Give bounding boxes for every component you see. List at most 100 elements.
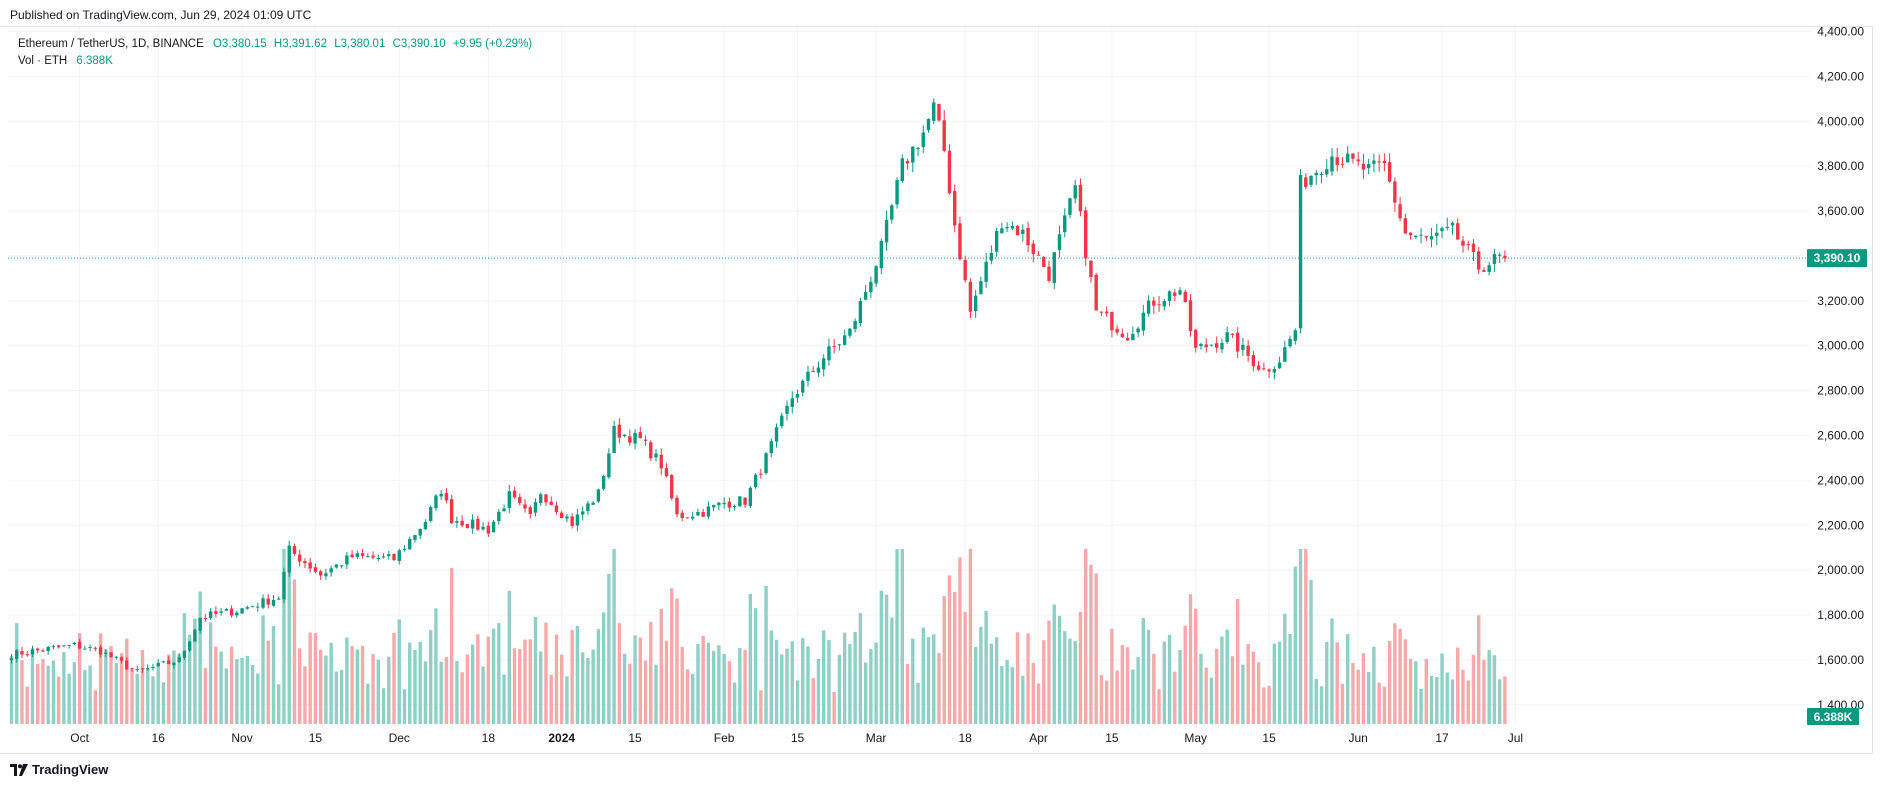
candle-body xyxy=(1178,290,1182,295)
volume-bar xyxy=(1366,671,1371,724)
candle-body xyxy=(759,473,763,475)
candle-body xyxy=(83,648,87,650)
volume-bar xyxy=(497,622,501,724)
legend-open: O3,380.15 xyxy=(212,38,267,50)
volume-bar xyxy=(916,682,920,724)
candle-body xyxy=(366,556,370,558)
volume-bar xyxy=(732,682,737,724)
candle-body xyxy=(926,119,931,131)
candle-body xyxy=(1215,343,1219,348)
candle-body xyxy=(570,516,574,526)
candle-body xyxy=(743,497,747,505)
volume-bar xyxy=(376,659,380,724)
candle-body xyxy=(806,371,810,381)
candle-body xyxy=(764,453,768,474)
last-volume-badge xyxy=(1807,708,1859,725)
volume-bar xyxy=(895,549,899,724)
candle-body xyxy=(77,641,82,649)
volume-bar xyxy=(1146,629,1151,724)
candle-body xyxy=(1314,172,1318,176)
last-price-badge xyxy=(1807,249,1867,268)
time-tick-label: 18 xyxy=(482,731,496,745)
volume-bar xyxy=(140,649,145,724)
candle-body xyxy=(287,545,291,573)
tradingview-logo[interactable]: TradingView xyxy=(10,762,108,777)
volume-bar xyxy=(1010,667,1015,724)
volume-bar xyxy=(753,608,758,724)
volume-bar xyxy=(691,674,695,724)
volume-bar xyxy=(1115,670,1119,724)
volume-bar xyxy=(1015,632,1020,724)
candle-body xyxy=(1115,328,1119,333)
volume-bar xyxy=(313,632,318,724)
candle-body xyxy=(858,301,863,323)
candle-body xyxy=(1052,252,1056,284)
volume-bar xyxy=(1471,654,1476,724)
candle-body xyxy=(329,568,333,573)
candle-body xyxy=(486,525,491,534)
candle-body xyxy=(539,494,543,504)
volume-bar xyxy=(1220,636,1224,724)
candle-body xyxy=(1340,163,1345,165)
candle-body xyxy=(1351,153,1355,159)
candle-body xyxy=(1110,311,1114,331)
volume-bar xyxy=(890,617,894,724)
candle-body xyxy=(622,434,627,437)
volume-bar xyxy=(774,639,779,724)
candle-body xyxy=(1262,368,1266,370)
candle-body xyxy=(172,662,176,665)
candle-body xyxy=(1199,343,1203,347)
candle-body xyxy=(1419,234,1423,236)
volume-bar xyxy=(1157,689,1161,724)
candle-body xyxy=(1241,344,1245,350)
volume-bar xyxy=(125,638,129,724)
volume-bar xyxy=(617,623,622,724)
volume-bar xyxy=(1435,676,1439,724)
candle-body xyxy=(848,328,852,336)
candle-body xyxy=(1120,333,1125,338)
candle-body xyxy=(1031,243,1035,255)
volume-bar xyxy=(449,567,454,724)
volume-bar xyxy=(612,549,616,724)
volume-bar xyxy=(146,668,150,724)
volume-bar xyxy=(884,594,889,724)
volume-bar xyxy=(1094,573,1098,724)
candle-body xyxy=(1015,225,1020,236)
volume-bar xyxy=(832,692,836,724)
volume-bar xyxy=(1204,667,1208,724)
candle-body xyxy=(842,335,847,345)
volume-bar xyxy=(1167,634,1172,724)
volume-bar xyxy=(1241,664,1245,724)
candle-body xyxy=(1220,343,1224,350)
volume-bar xyxy=(292,579,297,724)
volume-bar xyxy=(1178,649,1182,724)
candle-body xyxy=(512,490,517,498)
candle-body xyxy=(502,508,506,512)
candle-body xyxy=(790,398,794,407)
candle-body xyxy=(261,598,265,608)
candle-body xyxy=(1482,270,1486,272)
candle-body xyxy=(67,644,71,646)
price-tick-label: 3,000.00 xyxy=(1817,339,1864,353)
candle-body xyxy=(832,346,836,348)
volume-bar xyxy=(1361,653,1366,724)
candle-body xyxy=(324,573,328,577)
volume-bar xyxy=(1104,680,1109,724)
candle-body xyxy=(1194,329,1198,348)
last-price-badge-text: 3,390.10 xyxy=(1814,251,1861,265)
candle-body xyxy=(947,150,952,194)
candle-body xyxy=(711,505,716,508)
volume-bar xyxy=(717,645,721,724)
candle-body xyxy=(250,606,255,608)
candle-body xyxy=(318,571,323,576)
candle-body xyxy=(439,493,443,497)
legend-volume-label[interactable]: Vol · ETH xyxy=(18,55,68,67)
volume-bar xyxy=(654,664,658,724)
candle-body xyxy=(1372,160,1376,164)
candle-body xyxy=(334,564,339,568)
legend-low: L3,380.01 xyxy=(334,38,386,50)
time-tick-label: 15 xyxy=(791,731,805,745)
legend-symbol[interactable]: Ethereum / TetherUS, 1D, BINANCE xyxy=(18,38,204,50)
time-tick-label: Mar xyxy=(866,731,887,745)
